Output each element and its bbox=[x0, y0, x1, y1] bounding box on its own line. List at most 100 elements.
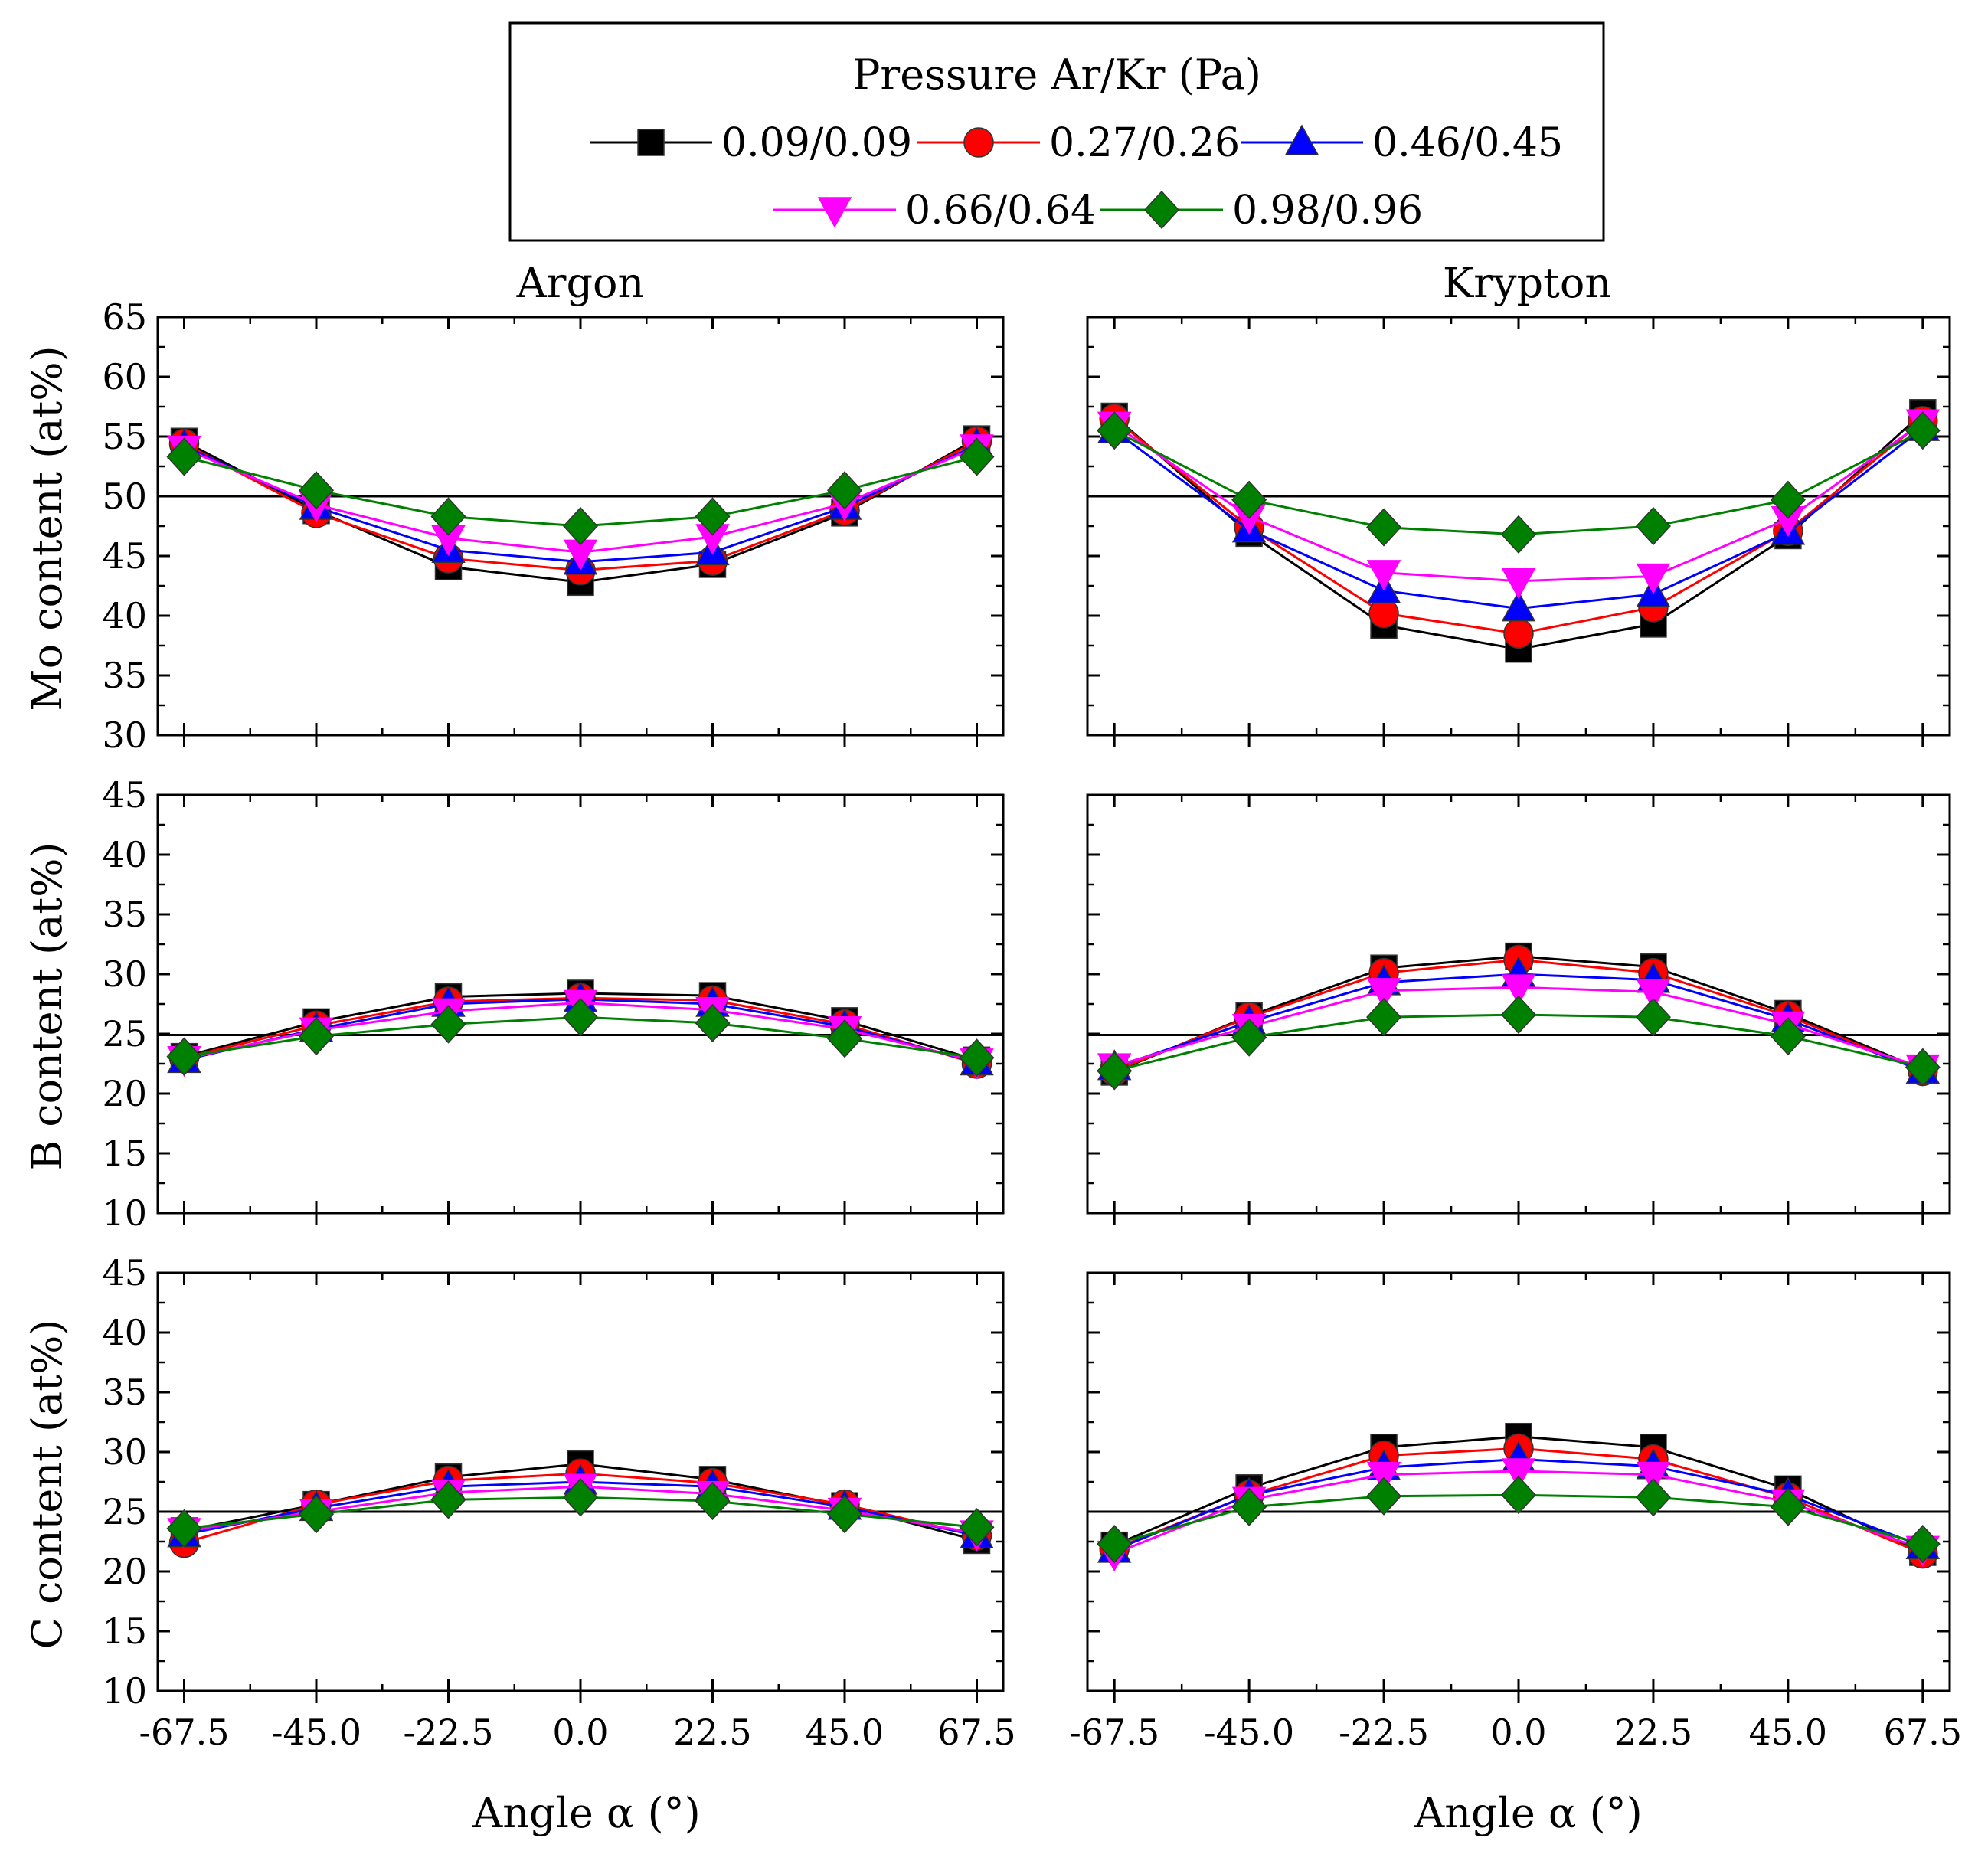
panel-r1-c0-point-p5 bbox=[959, 1038, 995, 1078]
legend-label-p3: 0.46/0.45 bbox=[1372, 120, 1563, 166]
y-tick-label: 50 bbox=[102, 476, 147, 517]
legend-label-p5: 0.98/0.96 bbox=[1232, 188, 1423, 234]
x-tick-label: 22.5 bbox=[1614, 1712, 1692, 1753]
panel-r1-c0: 10 15 20 25 30 35 40 45 bbox=[102, 774, 1005, 1234]
y-tick-label: 35 bbox=[102, 1372, 147, 1413]
panel-r2-c1-point-p5 bbox=[1905, 1525, 1941, 1564]
panel-r1-c1-point-p5 bbox=[1635, 998, 1671, 1037]
x-tick-label: 0.0 bbox=[552, 1712, 608, 1753]
panel-r1-c1 bbox=[1086, 793, 1951, 1225]
y-tick-label: 45 bbox=[102, 774, 147, 816]
x-label-krypton: Angle α (°) bbox=[1414, 1789, 1643, 1837]
panel-r2-c0-point-p5 bbox=[298, 1495, 335, 1534]
panel-r0-c1-series-p4 bbox=[1097, 409, 1941, 600]
panel-r0-c1-point-p5 bbox=[1905, 411, 1941, 450]
x-tick-label: 22.5 bbox=[673, 1712, 751, 1753]
legend-item-p4: 0.66/0.64 bbox=[773, 188, 1096, 234]
panel-r1-c0-point-p5 bbox=[430, 1005, 466, 1044]
panel-r1-c1-point-p5 bbox=[1770, 1017, 1806, 1056]
panel-r1-c1-point-p5 bbox=[1097, 1051, 1133, 1091]
panel-r1-c1-point-p4 bbox=[1366, 978, 1401, 1009]
panel-r2-c0: 10 15 20 25 30 35 40 45 -67.5 -45.0 -22.5 0.0 22.5 45… bbox=[102, 1252, 1015, 1753]
legend-item-p5: 0.98/0.96 bbox=[1100, 188, 1423, 234]
legend-label-p2: 0.27/0.26 bbox=[1049, 120, 1240, 166]
legend: Pressure Ar/Kr (Pa) 0.09/0.09 0.27/0.26 0.… bbox=[508, 21, 1605, 242]
column-title-krypton: Krypton bbox=[1443, 259, 1611, 307]
panel-r1-c0-series-p5 bbox=[166, 998, 995, 1078]
panel-r2-c1-point-p5 bbox=[1097, 1525, 1133, 1564]
panel-r0-c0-point-p5 bbox=[166, 437, 202, 476]
panel-r1-c1-point-p4 bbox=[1501, 974, 1536, 1006]
x-tick-label: 45.0 bbox=[1749, 1712, 1827, 1753]
y-tick-label: 15 bbox=[102, 1133, 147, 1174]
x-tick-label: -67.5 bbox=[1069, 1712, 1159, 1753]
y-tick-label: 10 bbox=[102, 1192, 147, 1234]
y-tick-label: 25 bbox=[102, 1491, 147, 1532]
panel-r0-c0-point-p5 bbox=[959, 437, 995, 476]
y-tick-label: 30 bbox=[102, 715, 147, 756]
legend-marker-p4 bbox=[817, 197, 852, 228]
x-label-argon: Angle α (°) bbox=[472, 1789, 701, 1837]
panel-r2-c1-point-p5 bbox=[1770, 1487, 1806, 1526]
y-tick-label: 15 bbox=[102, 1611, 147, 1652]
panel-r2-c1-point-p4 bbox=[1636, 1461, 1671, 1493]
y-tick-label: 35 bbox=[102, 655, 147, 696]
y-label-c: C content (at%) bbox=[23, 1320, 71, 1650]
y-tick-label: 10 bbox=[102, 1670, 147, 1712]
panel-r0-c1-point-p3 bbox=[1501, 590, 1536, 622]
legend-item-p3: 0.46/0.45 bbox=[1241, 120, 1563, 166]
x-tick-label: 0.0 bbox=[1490, 1712, 1546, 1753]
panel-r2-c1-point-p5 bbox=[1635, 1478, 1671, 1517]
legend-label-p1: 0.09/0.09 bbox=[721, 120, 912, 166]
legend-box bbox=[508, 21, 1605, 242]
panel-r2-c1: -67.5 -45.0 -22.5 0.0 22.5 45.0 67.5 bbox=[1069, 1271, 1962, 1753]
x-tick-label: -22.5 bbox=[404, 1712, 494, 1753]
panel-r0-c0-point-p5 bbox=[298, 471, 335, 510]
panel-r1-c0-point-p5 bbox=[826, 1019, 863, 1058]
x-tick-label: -22.5 bbox=[1339, 1712, 1429, 1753]
legend-item-p2: 0.27/0.26 bbox=[917, 120, 1240, 166]
panel-r1-c0-point-p5 bbox=[166, 1037, 202, 1076]
legend-item-p1: 0.09/0.09 bbox=[590, 120, 912, 166]
panel-r0-c0-series-p4 bbox=[167, 434, 994, 571]
y-tick-label: 30 bbox=[102, 1431, 147, 1473]
y-tick-label: 65 bbox=[102, 296, 147, 338]
panel-r1-c1-point-p5 bbox=[1500, 995, 1537, 1035]
panel-r2-c1-point-p4 bbox=[1501, 1458, 1536, 1490]
panel-r2-c0-point-p5 bbox=[959, 1508, 995, 1547]
x-tick-label: -45.0 bbox=[1204, 1712, 1294, 1753]
y-tick-label: 35 bbox=[102, 894, 147, 935]
y-tick-label: 20 bbox=[102, 1551, 147, 1592]
panel-r0-c0-series-p5 bbox=[166, 437, 995, 546]
y-tick-label: 45 bbox=[102, 1252, 147, 1293]
panels: 30 35 40 45 50 55 60 65 10 15 20 25 30 35 40 45 10 15 20 25… bbox=[102, 296, 1962, 1753]
panel-r0-c1-point-p2 bbox=[1503, 618, 1534, 649]
panel-r1-c1-point-p5 bbox=[1905, 1048, 1941, 1087]
panel-r2-c0-point-p5 bbox=[166, 1509, 202, 1548]
y-tick-label: 45 bbox=[102, 535, 147, 577]
panel-r2-c0-series-p5 bbox=[166, 1478, 995, 1548]
panel-r2-c0-point-p5 bbox=[430, 1480, 466, 1519]
panel-r1-c0-point-p5 bbox=[562, 998, 599, 1037]
panel-r0-c1-series-p5 bbox=[1097, 411, 1941, 554]
panel-r2-c1-series-p5 bbox=[1097, 1476, 1941, 1564]
x-tick-label: 67.5 bbox=[937, 1712, 1015, 1753]
x-tick-label: -45.0 bbox=[271, 1712, 361, 1753]
y-label-b: B content (at%) bbox=[23, 842, 71, 1170]
panel-r1-c0-point-p5 bbox=[298, 1017, 335, 1056]
x-tick-label: 67.5 bbox=[1884, 1712, 1962, 1753]
y-tick-label: 60 bbox=[102, 356, 147, 397]
legend-marker-p1 bbox=[637, 129, 665, 156]
panel-r0-c0-point-p5 bbox=[430, 497, 466, 536]
panel-r1-c1-point-p5 bbox=[1366, 998, 1402, 1037]
panel-r2-c0-point-p5 bbox=[562, 1478, 599, 1517]
panel-r0-c1-point-p4 bbox=[1366, 560, 1401, 591]
panel-r0-c0-point-p5 bbox=[826, 471, 863, 510]
legend-marker-p3 bbox=[1284, 124, 1319, 155]
panel-r2-c0-point-p5 bbox=[826, 1495, 863, 1534]
panel-r1-c0-point-p5 bbox=[695, 1003, 731, 1043]
panel-r0-c0-point-p5 bbox=[562, 506, 599, 546]
y-tick-label: 25 bbox=[102, 1013, 147, 1055]
y-tick-label: 20 bbox=[102, 1073, 147, 1114]
